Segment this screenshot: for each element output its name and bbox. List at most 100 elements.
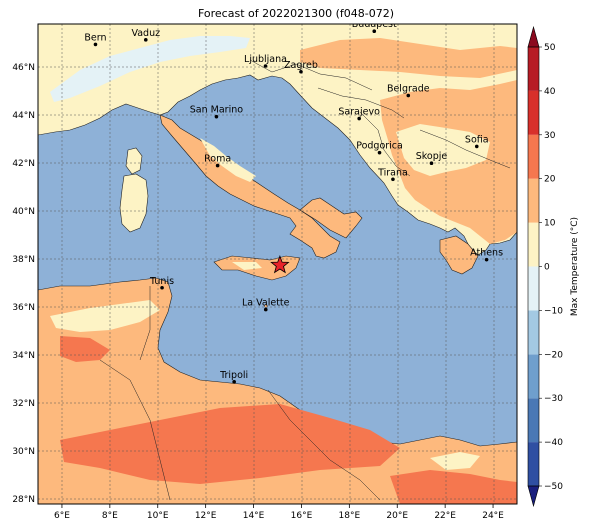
- colorbar-tick-label: 30: [544, 131, 556, 141]
- city-label: Tunis: [149, 276, 174, 287]
- colorbar-band: [528, 354, 539, 399]
- lon-tick-label: 22°E: [434, 511, 456, 521]
- city-label: Tirana: [377, 167, 408, 178]
- marker-layer: [270, 255, 290, 274]
- land-corsica: [125, 147, 143, 175]
- lon-tick-label: 14°E: [243, 511, 265, 521]
- colorbar-tick-label: −30: [544, 394, 563, 404]
- colorbar-band: [528, 222, 539, 267]
- map-title: Forecast of 2022021300 (f048-072): [197, 7, 395, 20]
- lat-tick-label: 36°N: [12, 303, 35, 313]
- lat-tick-label: 30°N: [12, 447, 35, 457]
- city-dot: [406, 93, 411, 98]
- land-alps-cold: [50, 36, 250, 102]
- city-label: Sofia: [465, 134, 489, 145]
- city-label: Athens: [470, 248, 503, 259]
- lat-tick-label: 46°N: [12, 63, 35, 73]
- city-dot: [299, 69, 303, 74]
- lon-tick-label: 12°E: [195, 511, 217, 521]
- lon-tick-label: 10°E: [147, 511, 169, 521]
- colorbar-tick-label: 40: [544, 87, 556, 97]
- colorbar-band: [528, 134, 539, 179]
- land-italy-pale: [200, 138, 256, 182]
- city-label: Ljubljana: [244, 54, 287, 65]
- colorbar-label: Max Temperature (°C): [570, 217, 580, 316]
- colorbar-tick-label: −10: [544, 306, 563, 316]
- city-dot: [474, 144, 479, 149]
- city-label: Belgrade: [387, 84, 430, 95]
- land-sardinia: [119, 173, 149, 233]
- colorbar-band: [528, 47, 539, 91]
- lon-tick-label: 16°E: [291, 511, 313, 521]
- land-africa-hot-1: [60, 336, 110, 362]
- land-africa-hot-3: [390, 470, 517, 504]
- city-dot: [377, 150, 382, 155]
- land-africa-pale-2: [430, 452, 480, 470]
- colorbar-tick-label: 0: [544, 263, 550, 273]
- land-italy-boot: [299, 197, 363, 239]
- colorbar-band: [528, 266, 539, 311]
- colorbar-band: [528, 178, 539, 223]
- colorbar-tick-label: −40: [544, 438, 563, 448]
- land-sicily-pale: [232, 262, 262, 270]
- lat-tick-label: 32°N: [12, 399, 35, 409]
- lon-tick-label: 6°E: [54, 511, 70, 521]
- lat-tick-label: 44°N: [12, 111, 35, 121]
- city-dot: [429, 161, 434, 165]
- city-dot: [391, 177, 395, 182]
- lat-tick-label: 38°N: [12, 255, 35, 265]
- colorbar-arrow-top: [527, 25, 540, 48]
- city-label: Sarajevo: [338, 107, 380, 118]
- city-dot: [263, 64, 268, 68]
- city-dot: [263, 307, 268, 312]
- country-borders: [99, 59, 511, 501]
- city-label: La Valette: [242, 298, 290, 309]
- lon-tick-label: 8°E: [102, 511, 118, 521]
- city-dot: [215, 163, 220, 168]
- colorbar-tick-label: −20: [544, 350, 563, 360]
- city-dot: [214, 114, 219, 119]
- colorbar-band: [528, 442, 539, 486]
- city-label: Zagreb: [284, 60, 318, 71]
- colorbar-tick-label: 50: [544, 43, 556, 53]
- city-label: Roma: [204, 154, 231, 165]
- map-frame: [37, 23, 518, 505]
- city-dot: [484, 257, 489, 262]
- city-label: Bern: [84, 32, 106, 43]
- city-dot: [143, 38, 148, 42]
- colorbar-band: [528, 398, 539, 443]
- city-label: Vaduz: [131, 28, 160, 39]
- colorbar-tick-label: −50: [544, 482, 563, 492]
- star-marker: [270, 255, 290, 274]
- colorbar-tick-label: 20: [544, 175, 556, 185]
- lat-tick-label: 42°N: [12, 159, 35, 169]
- colorbar-band: [528, 90, 539, 135]
- colorbar-tick-label: 10: [544, 219, 556, 229]
- city-label: Budapest: [352, 19, 397, 30]
- land-africa-pale: [50, 300, 160, 332]
- colorbar-band: [528, 310, 539, 355]
- city-dot: [357, 116, 361, 121]
- land-africa-hot-2: [60, 404, 400, 484]
- city-label: Skopje: [416, 151, 448, 162]
- city-dot: [372, 29, 377, 33]
- city-dot: [93, 42, 98, 47]
- city-label: Podgorica: [356, 141, 403, 152]
- city-dot: [232, 380, 236, 384]
- lat-tick-label: 34°N: [12, 351, 35, 361]
- graticule: [38, 24, 517, 504]
- lon-tick-label: 18°E: [339, 511, 361, 521]
- city-dot: [160, 285, 164, 290]
- lon-tick-label: 24°E: [482, 511, 504, 521]
- lon-tick-label: 20°E: [386, 511, 408, 521]
- land-greece-south: [439, 235, 479, 275]
- lat-tick-label: 40°N: [12, 207, 35, 217]
- lat-tick-label: 28°N: [12, 495, 35, 505]
- city-label: San Marino: [190, 105, 243, 116]
- city-label: Tripoli: [219, 370, 248, 381]
- colorbar-arrow-bottom: [527, 485, 540, 508]
- colorbar: −50 −40 −30 −20 −10 0 10 20 30 40 50 Max Temperatur…: [527, 25, 580, 508]
